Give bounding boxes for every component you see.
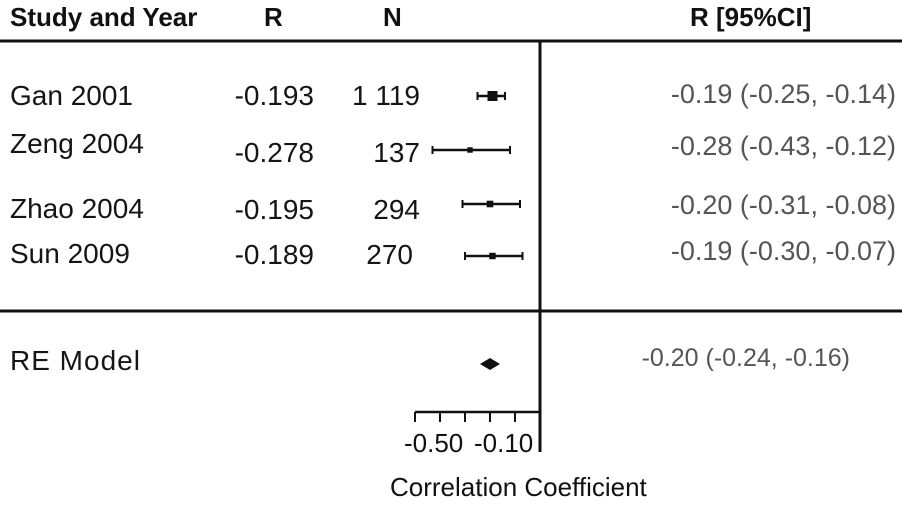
study-label: Gan 2001 [10,80,133,111]
header-r: R [264,2,283,32]
study-label: Zeng 2004 [10,128,144,159]
summary-ci-text: -0.20 (-0.24, -0.16) [641,344,850,372]
study-ci-text: -0.19 (-0.30, -0.07) [670,236,896,266]
point-estimate [487,91,498,101]
header-ci: R [95%CI] [690,2,812,32]
study-ci-text: -0.20 (-0.31, -0.08) [670,190,896,220]
x-tick-label: -0.50 [404,428,464,458]
point-estimate [486,200,494,208]
header-study: Study and Year [10,2,198,32]
header-n: N [383,2,402,32]
summary-diamond [480,358,500,370]
study-r: -0.193 [234,80,314,111]
study-n: 137 [373,137,420,168]
study-ci-text: -0.19 (-0.25, -0.14) [670,79,896,109]
study-label: Zhao 2004 [10,193,144,224]
study-r: -0.278 [234,137,314,168]
study-ci-text: -0.28 (-0.43, -0.12) [670,131,896,161]
summary-label: RE Model [10,345,141,376]
study-n: 294 [373,194,420,225]
x-tick-label: -0.10 [474,428,534,458]
study-n: 1 119 [352,80,420,111]
study-label: Sun 2009 [10,238,130,269]
x-axis-title: Correlation Coefficient [390,472,647,502]
study-r: -0.189 [234,239,314,270]
point-estimate [489,252,496,260]
point-estimate [467,147,473,153]
study-r: -0.195 [234,194,314,225]
study-n: 270 [366,239,413,270]
